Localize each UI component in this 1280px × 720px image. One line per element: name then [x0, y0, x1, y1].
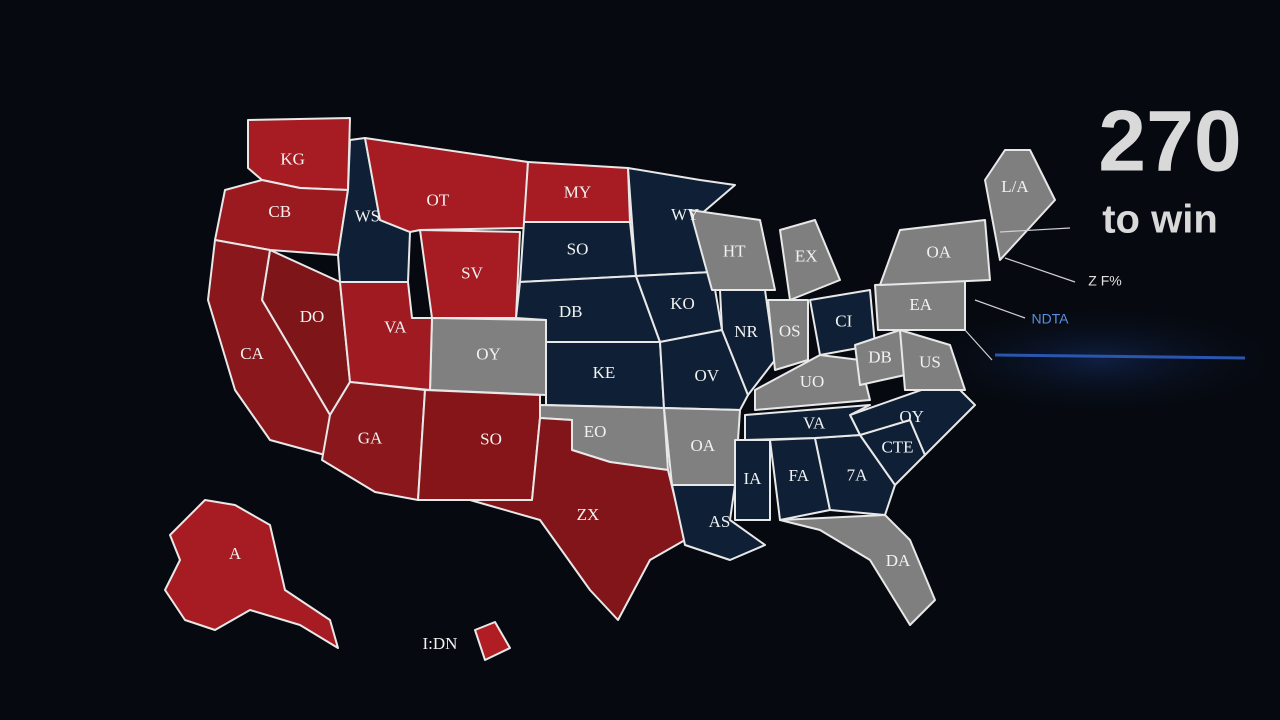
- state-label: CA: [240, 344, 264, 363]
- state-label: 7A: [847, 466, 869, 485]
- state: [474, 621, 511, 661]
- title: 270: [1098, 94, 1242, 190]
- state: [744, 404, 871, 441]
- state-label: WY: [671, 205, 699, 224]
- state: [879, 219, 991, 286]
- state-label: OA: [690, 436, 715, 455]
- state-label: OY: [476, 345, 501, 364]
- subtitle: to win: [1102, 198, 1218, 242]
- state-label: FA: [789, 466, 810, 485]
- state-label: IA: [744, 469, 763, 488]
- state: [214, 179, 349, 256]
- glow: [900, 300, 1280, 420]
- state-label: EX: [795, 246, 818, 265]
- state-label: NR: [734, 322, 758, 341]
- state-label: DB: [559, 302, 583, 321]
- state-label: HT: [723, 241, 746, 260]
- state: [779, 219, 841, 301]
- state-label: ZX: [577, 505, 600, 524]
- state: [417, 389, 541, 501]
- state-label: UO: [800, 372, 825, 391]
- state-label: KO: [670, 294, 695, 313]
- leader-line: [964, 329, 993, 361]
- state-label: DA: [886, 551, 911, 570]
- states: KG CB WS OT SV MY SO DB KE WY KO OV OY DO CA VA GA SO EO ZX…: [164, 117, 1056, 661]
- state-label: OY: [899, 407, 924, 426]
- state: [469, 417, 686, 621]
- state-label: VA: [803, 414, 826, 433]
- state: [164, 499, 339, 649]
- state-label: SO: [567, 239, 589, 258]
- state-label: SV: [461, 263, 483, 282]
- state-label: DO: [300, 307, 325, 326]
- state-label: A: [229, 544, 242, 563]
- state-label: MY: [564, 182, 591, 201]
- leader-line: [974, 299, 1026, 319]
- state-label: SO: [480, 430, 502, 449]
- state-label: OT: [426, 191, 449, 210]
- state-label: CB: [268, 202, 291, 221]
- glow-line: [994, 353, 1246, 360]
- state-label: CTE: [881, 438, 913, 457]
- state-label: OV: [695, 366, 720, 385]
- state-label: KG: [280, 150, 305, 169]
- state: [984, 149, 1056, 261]
- state: [899, 329, 966, 391]
- state-label: KE: [593, 363, 616, 382]
- leader-line: [1004, 257, 1076, 283]
- annotation: Z F%: [1088, 273, 1121, 289]
- state: [767, 299, 809, 371]
- state-label: WS: [355, 206, 381, 225]
- state-label: I:DN: [423, 634, 458, 653]
- state-label: DB: [868, 348, 892, 367]
- leader-lines: [964, 227, 1246, 361]
- annotation: NDTA: [1031, 311, 1069, 327]
- state-label: CI: [835, 311, 852, 330]
- state-label: US: [919, 353, 941, 372]
- state-label: OA: [926, 243, 951, 262]
- state-label: L/A: [1001, 177, 1029, 196]
- state-label: EA: [909, 295, 932, 314]
- state: [779, 514, 936, 626]
- state: [689, 209, 776, 291]
- leader-line: [999, 227, 1071, 233]
- state-label: OS: [779, 321, 801, 340]
- state-label: VA: [384, 318, 407, 337]
- state-label: EO: [584, 422, 607, 441]
- state: [659, 329, 749, 411]
- state-label: GA: [358, 429, 383, 448]
- state-label: AS: [709, 512, 731, 531]
